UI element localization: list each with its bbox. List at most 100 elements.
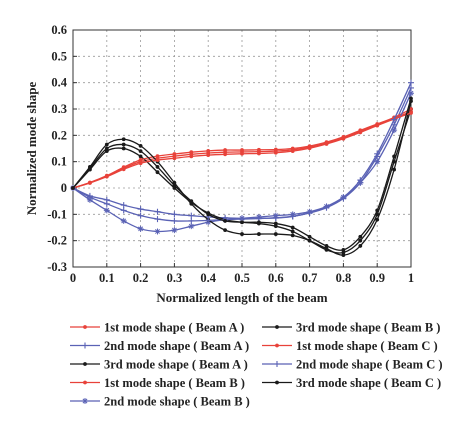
legend-item: 1st mode shape ( Beam C ) — [262, 339, 438, 353]
data-point — [155, 154, 160, 159]
data-point — [290, 229, 295, 234]
x-tick-label: 1 — [408, 271, 414, 285]
data-point — [257, 151, 261, 156]
data-point — [88, 181, 92, 185]
data-point — [83, 325, 87, 329]
data-point — [340, 194, 347, 201]
data-point — [290, 233, 295, 238]
legend-label: 2nd mode shape ( Beam A ) — [104, 339, 249, 353]
x-tick-label: 0.6 — [268, 271, 284, 285]
data-point — [121, 137, 126, 142]
data-point — [189, 201, 194, 206]
legend-label: 1st mode shape ( Beam A ) — [104, 321, 244, 335]
y-tick-label: -0.1 — [47, 207, 67, 221]
y-tick-label: 0.4 — [51, 76, 67, 90]
x-tick-label: 0.3 — [167, 271, 183, 285]
data-point — [409, 107, 413, 111]
data-point — [290, 225, 295, 230]
data-point — [374, 158, 381, 165]
legend-label: 2nd mode shape ( Beam C ) — [296, 358, 443, 372]
data-point — [273, 147, 278, 152]
series-7 — [71, 111, 413, 190]
data-point — [104, 174, 109, 179]
data-point — [120, 217, 127, 224]
data-point — [83, 362, 87, 366]
series-6 — [71, 99, 413, 258]
data-point — [307, 238, 312, 243]
data-point — [223, 152, 228, 157]
data-point — [121, 167, 126, 172]
data-point — [324, 244, 329, 248]
data-point — [323, 203, 330, 210]
data-point — [172, 152, 177, 156]
data-point — [290, 149, 295, 154]
data-point — [223, 219, 228, 223]
data-point — [154, 208, 161, 215]
data-point — [409, 96, 413, 101]
data-point — [358, 244, 363, 248]
data-point — [275, 380, 279, 385]
data-point — [392, 154, 396, 159]
legend-item: 1st mode shape ( Beam A ) — [70, 321, 244, 335]
data-point — [272, 215, 279, 222]
data-point — [86, 194, 93, 201]
data-point — [154, 228, 161, 235]
data-point — [171, 217, 178, 224]
data-point — [341, 253, 346, 258]
data-point — [188, 217, 195, 224]
legend-label: 3rd mode shape ( Beam B ) — [296, 321, 440, 335]
data-point — [171, 227, 178, 234]
data-point — [189, 199, 194, 204]
x-tick-label: 0.7 — [302, 271, 318, 285]
data-point — [121, 146, 126, 151]
y-tick-label: 0 — [61, 181, 67, 195]
y-axis-label: Normalized mode shape — [24, 81, 39, 215]
data-point — [103, 200, 110, 207]
data-point — [357, 177, 364, 184]
legend-label: 1st mode shape ( Beam C ) — [296, 339, 438, 353]
data-point — [121, 142, 126, 147]
data-point — [391, 116, 398, 123]
series-8 — [70, 79, 414, 224]
data-point — [290, 146, 295, 151]
data-point — [189, 154, 194, 159]
data-point — [273, 224, 278, 229]
legend-label: 3rd mode shape ( Beam C ) — [296, 376, 441, 390]
data-point — [409, 111, 413, 115]
data-point — [408, 90, 414, 97]
data-point — [82, 342, 88, 349]
data-point — [71, 186, 75, 190]
x-tick-label: 0.8 — [336, 271, 352, 285]
data-point — [120, 202, 127, 209]
y-tick-label: -0.2 — [47, 234, 67, 248]
y-tick-label: 0.6 — [51, 23, 67, 37]
x-tick-label: 0.2 — [133, 271, 149, 285]
data-point — [137, 206, 144, 213]
y-tick-label: 0.2 — [51, 128, 67, 142]
data-point — [189, 150, 194, 155]
legend-item: 3rd mode shape ( Beam A ) — [70, 358, 248, 372]
data-point — [240, 220, 244, 225]
data-point — [188, 212, 195, 219]
data-point — [104, 142, 109, 147]
y-tick-label: -0.3 — [47, 260, 67, 274]
data-point — [171, 211, 178, 218]
data-point — [307, 234, 312, 239]
data-point — [155, 170, 160, 175]
legend-item: 3rd mode shape ( Beam C ) — [262, 376, 441, 390]
data-point — [358, 238, 363, 243]
data-point — [375, 123, 380, 128]
data-point — [172, 183, 177, 188]
data-point — [82, 398, 88, 404]
data-point — [138, 143, 143, 148]
data-point — [138, 161, 143, 166]
legend-item: 2nd mode shape ( Beam C ) — [262, 358, 443, 372]
data-point — [341, 247, 346, 252]
data-point — [188, 223, 195, 230]
data-point — [83, 380, 87, 385]
data-point — [257, 147, 261, 152]
x-tick-label: 0.1 — [99, 271, 115, 285]
legend-item: 2nd mode shape ( Beam B ) — [70, 395, 250, 409]
data-point — [240, 148, 244, 152]
